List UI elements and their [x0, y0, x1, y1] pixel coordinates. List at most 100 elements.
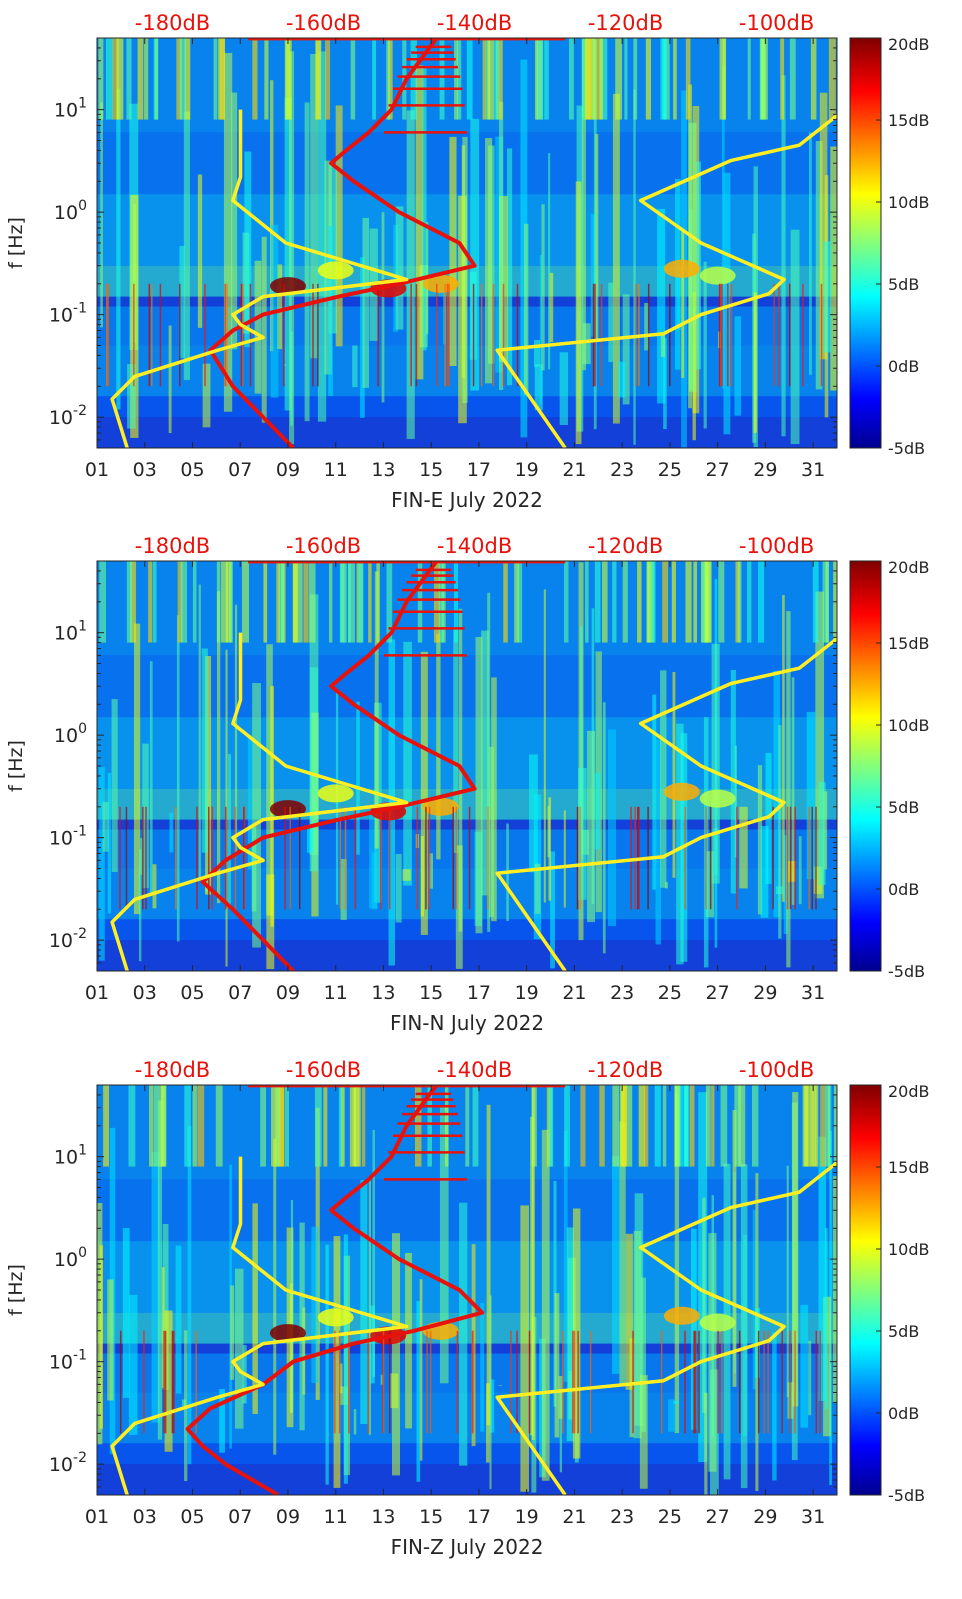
colorbar-tick-label: 20dB [888, 1082, 930, 1101]
top-db-label: -160dB [286, 1058, 361, 1082]
x-tick-label: 29 [753, 1506, 777, 1528]
top-db-label: -180dB [135, 1058, 210, 1082]
colorbar-tick-label: -5dB [888, 1486, 925, 1505]
x-tick-label: 09 [276, 982, 300, 1004]
x-tick-label: 21 [562, 459, 586, 481]
x-tick-label: 03 [133, 982, 157, 1004]
x-tick-label: 23 [610, 459, 634, 481]
noise-model-line [110, 109, 409, 448]
y-tick-label: 10-1 [49, 824, 87, 850]
y-tick-label: 101 [54, 619, 87, 645]
y-axis-label: f [Hz] [5, 1264, 27, 1316]
y-tick-label: 100 [54, 1245, 87, 1271]
x-tick-label: 01 [85, 1506, 109, 1528]
x-tick-label: 29 [753, 982, 777, 1004]
top-db-label: -120dB [588, 1058, 663, 1082]
noise-model-line [110, 1156, 409, 1495]
noise-model-line [495, 636, 837, 971]
x-tick-label: 03 [133, 459, 157, 481]
x-tick-label: 27 [706, 459, 730, 481]
panel-fin-z: 01 03 05 07 09 11 13 15 17 19 21 23 25 27 29 31 10-2 10-1… [5, 1058, 930, 1559]
top-db-label: -140dB [437, 11, 512, 35]
x-axis-label: FIN-E July 2022 [391, 488, 543, 512]
top-db-label: -100dB [739, 11, 814, 35]
x-tick-label: 15 [419, 982, 443, 1004]
x-tick-label: 17 [467, 1506, 491, 1528]
x-tick-label: 19 [515, 459, 539, 481]
x-tick-label: 09 [276, 1506, 300, 1528]
x-tick-label: 15 [419, 459, 443, 481]
noise-model-line [495, 113, 837, 448]
top-db-label: -100dB [739, 1058, 814, 1082]
spectrogram-texture [97, 561, 837, 971]
x-tick-label: 11 [324, 982, 348, 1004]
x-tick-label: 27 [706, 982, 730, 1004]
top-db-label: -120dB [588, 534, 663, 558]
top-db-label: -180dB [135, 534, 210, 558]
x-tick-label: 11 [324, 1506, 348, 1528]
x-tick-label: 21 [562, 982, 586, 1004]
colorbar [849, 1084, 882, 1496]
x-tick-label: 07 [228, 982, 252, 1004]
y-tick-label: 10-2 [49, 926, 87, 952]
colorbar-tick-label: 10dB [888, 193, 930, 212]
x-tick-label: 15 [419, 1506, 443, 1528]
top-db-label: -140dB [437, 534, 512, 558]
x-axis-label: FIN-Z July 2022 [391, 1535, 544, 1559]
top-db-label: -160dB [286, 534, 361, 558]
x-tick-label: 23 [610, 982, 634, 1004]
y-tick-label: 101 [54, 1143, 87, 1169]
colorbar-tick-label: 15dB [888, 634, 930, 653]
colorbar-tick-label: 10dB [888, 1240, 930, 1259]
x-tick-label: 19 [515, 1506, 539, 1528]
colorbar-tick-label: 15dB [888, 111, 930, 130]
x-tick-label: 01 [85, 982, 109, 1004]
colorbar-tick-label: 5dB [888, 798, 919, 817]
x-tick-label: 21 [562, 1506, 586, 1528]
top-db-label: -160dB [286, 11, 361, 35]
colorbar-tick-label: 0dB [888, 880, 919, 899]
x-tick-label: 25 [658, 982, 682, 1004]
x-tick-label: 13 [371, 1506, 395, 1528]
noise-model-line [110, 632, 409, 971]
x-tick-label: 01 [85, 459, 109, 481]
y-tick-label: 10-2 [49, 403, 87, 429]
x-tick-label: 05 [180, 459, 204, 481]
colorbar-tick-label: 20dB [888, 558, 930, 577]
x-tick-label: 07 [228, 459, 252, 481]
colorbar [849, 37, 882, 449]
x-tick-label: 17 [467, 982, 491, 1004]
y-tick-label: 100 [54, 721, 87, 747]
x-tick-label: 07 [228, 1506, 252, 1528]
colorbar-tick-label: 5dB [888, 275, 919, 294]
x-tick-label: 29 [753, 459, 777, 481]
colorbar-tick-label: 0dB [888, 1404, 919, 1423]
x-tick-label: 31 [801, 982, 825, 1004]
panel-fin-n: 01 03 05 07 09 11 13 15 17 19 21 23 25 27 29 31 10-2 10-1… [5, 534, 930, 1035]
x-tick-label: 25 [658, 1506, 682, 1528]
x-tick-label: 31 [801, 459, 825, 481]
colorbar-tick-label: 5dB [888, 1322, 919, 1341]
x-axis-label: FIN-N July 2022 [390, 1011, 544, 1035]
psd-line [208, 38, 477, 448]
x-tick-label: 11 [324, 459, 348, 481]
colorbar-tick-label: 10dB [888, 716, 930, 735]
y-axis-label: f [Hz] [5, 217, 27, 269]
psd-line [200, 561, 477, 971]
colorbar-tick-label: 15dB [888, 1158, 930, 1177]
spectrogram-texture [97, 38, 837, 448]
x-tick-label: 19 [515, 982, 539, 1004]
x-tick-label: 25 [658, 459, 682, 481]
y-tick-label: 10-1 [49, 301, 87, 327]
x-tick-label: 27 [706, 1506, 730, 1528]
y-tick-label: 100 [54, 198, 87, 224]
top-db-label: -180dB [135, 11, 210, 35]
x-tick-label: 17 [467, 459, 491, 481]
y-tick-label: 10-2 [49, 1450, 87, 1476]
x-tick-label: 13 [371, 459, 395, 481]
y-axis-label: f [Hz] [5, 740, 27, 792]
x-tick-label: 05 [180, 982, 204, 1004]
x-tick-label: 23 [610, 1506, 634, 1528]
colorbar [849, 560, 882, 972]
